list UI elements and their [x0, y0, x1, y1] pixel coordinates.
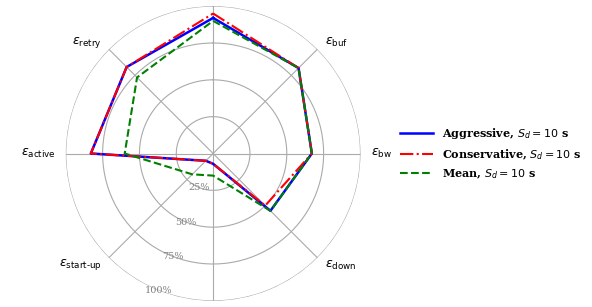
Text: 100%: 100%: [145, 286, 173, 295]
Text: $\varepsilon_{\mathrm{buf}}$: $\varepsilon_{\mathrm{buf}}$: [324, 35, 348, 49]
Text: 25%: 25%: [189, 183, 210, 192]
Text: $\varepsilon_{\mathrm{down}}$: $\varepsilon_{\mathrm{down}}$: [324, 258, 356, 272]
Text: $\varepsilon_{\mathrm{bw}}$: $\varepsilon_{\mathrm{bw}}$: [371, 147, 392, 160]
Legend: Aggressive, $S_d = 10$ s, Conservative, $S_d = 10$ s, Mean, $S_d = 10$ s: Aggressive, $S_d = 10$ s, Conservative, …: [395, 122, 587, 185]
Text: $\varepsilon_{\mathrm{retry}}$: $\varepsilon_{\mathrm{retry}}$: [72, 34, 102, 49]
Text: 50%: 50%: [175, 217, 197, 227]
Text: $\varepsilon_{\mathrm{active}}$: $\varepsilon_{\mathrm{active}}$: [21, 147, 56, 160]
Text: $\varepsilon_{\mathrm{start\text{-}up}}$: $\varepsilon_{\mathrm{start\text{-}up}}$: [59, 258, 102, 273]
Text: 75%: 75%: [162, 252, 183, 261]
